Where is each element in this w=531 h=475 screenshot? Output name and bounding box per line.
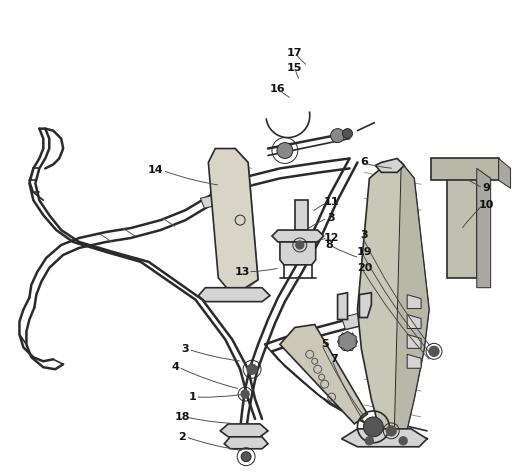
Polygon shape — [224, 437, 268, 449]
Circle shape — [296, 241, 304, 249]
Polygon shape — [394, 162, 429, 434]
Text: 10: 10 — [479, 200, 494, 210]
Polygon shape — [220, 424, 268, 437]
Polygon shape — [280, 242, 316, 265]
Text: 3: 3 — [328, 213, 336, 223]
Circle shape — [241, 452, 251, 462]
Text: 19: 19 — [357, 247, 372, 257]
Circle shape — [429, 346, 439, 356]
Text: 5: 5 — [321, 339, 329, 350]
Text: 7: 7 — [331, 354, 338, 364]
Polygon shape — [375, 159, 404, 172]
Text: 16: 16 — [270, 84, 286, 94]
Circle shape — [399, 437, 407, 445]
Polygon shape — [357, 162, 429, 434]
Polygon shape — [407, 354, 421, 368]
Text: 3: 3 — [182, 344, 189, 354]
Polygon shape — [407, 294, 421, 309]
Text: 1: 1 — [189, 392, 196, 402]
Text: 17: 17 — [287, 48, 303, 58]
Polygon shape — [499, 159, 511, 188]
Polygon shape — [341, 314, 362, 330]
Polygon shape — [272, 230, 324, 242]
Circle shape — [277, 142, 293, 159]
Text: 12: 12 — [324, 233, 339, 243]
Polygon shape — [447, 169, 477, 278]
Text: 14: 14 — [148, 165, 164, 175]
Polygon shape — [338, 293, 347, 320]
Polygon shape — [339, 332, 356, 352]
Polygon shape — [295, 200, 308, 230]
Text: 13: 13 — [235, 267, 250, 277]
Text: 15: 15 — [287, 63, 303, 73]
Text: 11: 11 — [324, 197, 339, 207]
Polygon shape — [431, 159, 499, 180]
Text: 9: 9 — [483, 183, 491, 193]
Polygon shape — [407, 314, 421, 329]
Circle shape — [247, 364, 257, 374]
Text: 18: 18 — [175, 412, 190, 422]
Text: 20: 20 — [357, 263, 372, 273]
Polygon shape — [199, 288, 270, 302]
Circle shape — [365, 437, 373, 445]
Text: 6: 6 — [361, 157, 369, 168]
Text: 4: 4 — [172, 362, 179, 372]
Text: 3: 3 — [361, 230, 368, 240]
Polygon shape — [341, 429, 427, 447]
Polygon shape — [407, 334, 421, 348]
Circle shape — [331, 129, 345, 142]
Circle shape — [342, 129, 353, 139]
Polygon shape — [280, 324, 367, 424]
Circle shape — [386, 426, 396, 436]
Polygon shape — [208, 149, 258, 290]
Circle shape — [241, 390, 249, 398]
Text: 8: 8 — [326, 240, 333, 250]
Circle shape — [363, 417, 383, 437]
Polygon shape — [477, 169, 491, 288]
Polygon shape — [200, 194, 222, 208]
Polygon shape — [359, 293, 371, 317]
Text: 2: 2 — [178, 432, 186, 442]
